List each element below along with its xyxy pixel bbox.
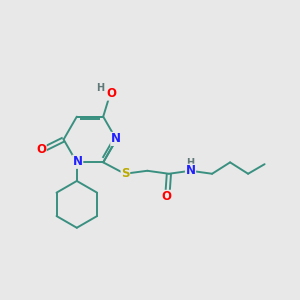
- Text: S: S: [121, 167, 130, 180]
- Text: N: N: [185, 164, 196, 177]
- Text: N: N: [73, 155, 83, 168]
- Text: O: O: [162, 190, 172, 203]
- Text: H: H: [186, 158, 194, 168]
- Text: O: O: [36, 142, 46, 156]
- Text: H: H: [96, 83, 104, 93]
- Text: N: N: [111, 132, 121, 146]
- Text: O: O: [106, 87, 116, 100]
